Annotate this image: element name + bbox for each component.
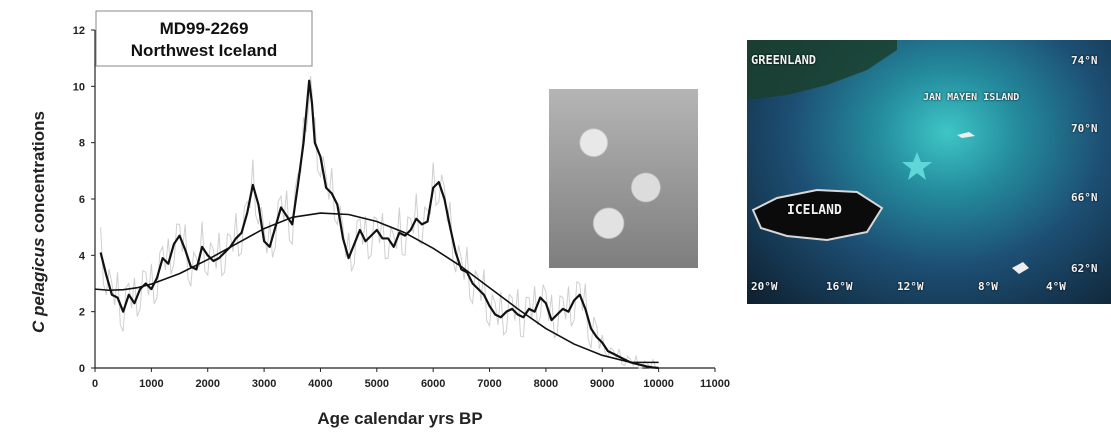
- chart-ticks: 0 1000 2000 3000 4000 5000 6000 7000 8000 9000 100…: [73, 25, 730, 390]
- y-tick-label: 4: [79, 250, 86, 262]
- chart-title-line-2: Northwest Iceland: [131, 41, 277, 60]
- y-tick-label: 2: [79, 307, 85, 319]
- lon-12-label: 12°W: [897, 280, 924, 293]
- iceland-landmass: [751, 188, 884, 242]
- x-tick-label: 6000: [421, 378, 445, 390]
- jan-mayen-label: JAN MAYEN ISLAND: [923, 92, 1020, 103]
- x-tick-label: 7000: [477, 378, 501, 390]
- y-tick-label: 0: [79, 363, 85, 375]
- y-tick-label: 10: [73, 81, 85, 93]
- chart-title-box: MD99-2269 Northwest Iceland: [95, 10, 313, 67]
- x-tick-label: 9000: [590, 378, 614, 390]
- chart-lines: [94, 76, 659, 370]
- y-axis-title: C pelagicus concentrations: [29, 111, 48, 333]
- chart-title-line-1: MD99-2269: [160, 19, 249, 38]
- lat-74-label: 74°N: [1071, 54, 1098, 67]
- faroe-landmass: [1012, 262, 1029, 274]
- y-axis-title-italic: C pelagicus: [29, 238, 48, 333]
- x-tick-label: 10000: [643, 378, 674, 390]
- lon-20-label: 20°W: [751, 280, 778, 293]
- greenland-landmass: [747, 40, 897, 100]
- jan-mayen-landmass: [957, 132, 975, 138]
- fit-curve-line: [94, 212, 659, 364]
- lat-62-label: 62°N: [1071, 262, 1098, 275]
- star-icon: [902, 152, 932, 180]
- x-tick-label: 1000: [139, 378, 163, 390]
- x-axis-title: Age calendar yrs BP: [317, 409, 482, 428]
- y-tick-label: 8: [79, 138, 85, 150]
- lon-8-label: 8°W: [978, 280, 998, 293]
- x-tick-label: 2000: [195, 378, 219, 390]
- lat-66-label: 66°N: [1071, 191, 1098, 204]
- lon-16-label: 16°W: [826, 280, 853, 293]
- x-tick-label: 5000: [365, 378, 389, 390]
- greenland-label: GREENLAND: [751, 53, 817, 67]
- raw-data-line: [100, 76, 659, 370]
- y-tick-label: 6: [79, 194, 85, 206]
- y-axis-title-rest: concentrations: [29, 111, 48, 238]
- iceland-label: ICELAND: [787, 203, 842, 218]
- map-graphics: [747, 40, 1029, 274]
- lat-70-label: 70°N: [1071, 122, 1098, 135]
- x-tick-label: 8000: [534, 378, 558, 390]
- coccolith-photo: [549, 89, 698, 268]
- lon-4-label: 4°W: [1046, 280, 1066, 293]
- x-tick-label: 11000: [700, 378, 730, 390]
- x-tick-label: 4000: [308, 378, 332, 390]
- y-tick-label: 12: [73, 25, 85, 37]
- x-tick-label: 3000: [252, 378, 276, 390]
- location-map: GREENLAND JAN MAYEN ISLAND ICELAND 74°N …: [747, 40, 1111, 304]
- x-tick-label: 0: [92, 378, 98, 390]
- smoothed-series-line: [99, 79, 659, 370]
